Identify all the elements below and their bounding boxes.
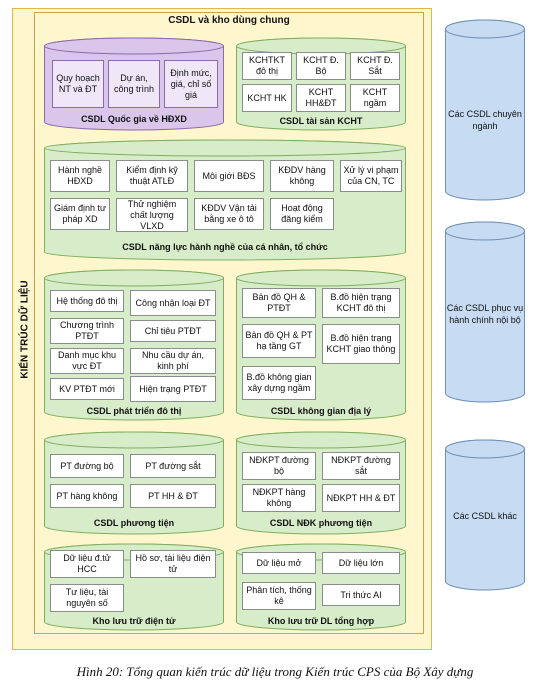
item-bd-qh-pt-gt: Bản đồ QH & PT hạ tầng GT	[242, 324, 316, 358]
item-pt-duong-bo: PT đường bộ	[50, 454, 124, 478]
outer-label-text: KIẾN TRÚC DỮ LIỆU	[19, 279, 31, 379]
side-label-hanh-chinh: Các CSDL phục vụ hành chính nội bộ	[446, 303, 524, 325]
item-kddv-vt: KĐDV Vận tải bằng xe ô tô	[194, 198, 264, 230]
item-ho-so: Hồ sơ, tài liệu điện tử	[130, 550, 216, 578]
item-bd-ht-kcht-dt: B.đồ hiện trạng KCHT đô thị	[322, 288, 400, 318]
item-chi-tieu: Chỉ tiêu PTĐT	[130, 320, 216, 342]
item-kcht-hhdt: KCHT HH&ĐT	[296, 84, 346, 112]
item-pt-duong-sat: PT đường sắt	[130, 454, 216, 478]
item-hien-trang: Hiện trạng PTĐT	[130, 376, 216, 402]
item-bd-ht-kcht-gt: B.đồ hiện trạng KCHT giao thông	[322, 324, 400, 364]
item-kcht-hk: KCHT HK	[242, 84, 292, 112]
figure-caption: Hình 20: Tổng quan kiến trúc dữ liệu tro…	[76, 664, 474, 679]
item-ndkpt-sat: NĐKPT đường sắt	[322, 452, 400, 480]
cylinder-shape	[445, 439, 525, 591]
item-kiem-dinh: Kiểm định kỹ thuật ATLĐ	[116, 160, 188, 192]
side-cylinder-hanh-chinh: Các CSDL phục vụ hành chính nội bộ	[445, 221, 525, 403]
cylinder-shape	[445, 221, 525, 403]
item-ndkpt-bo: NĐKPT đường bộ	[242, 452, 316, 480]
cylinder-top	[445, 221, 525, 241]
cylinder-kgdl: Bản đồ QH & PTĐT B.đồ hiện trạng KCHT đô…	[236, 269, 406, 421]
cylinder-kldt-title: Kho lưu trữ điện tử	[92, 616, 176, 626]
shared-db-container: CSDL và kho dùng chung	[34, 12, 424, 634]
item-chuong-trinh: Chương trình PTĐT	[50, 318, 124, 344]
cylinder-ptdt: Hệ thống đô thị Công nhận loại ĐT Chương…	[44, 269, 224, 421]
item-dl-mo: Dữ liệu mở	[242, 552, 316, 574]
cylinder-top	[44, 269, 224, 287]
item-giam-dinh: Giám định tư pháp XD	[50, 198, 110, 230]
cylinder-hdxd: Quy hoạch NT và ĐT Dự án, công trình Địn…	[44, 37, 224, 131]
item-kcht-bo: KCHT Đ. Bộ	[296, 52, 346, 80]
item-he-thong: Hệ thống đô thị	[50, 290, 124, 312]
side-label-khac: Các CSDL khác	[453, 511, 517, 521]
cylinder-shape	[445, 19, 525, 201]
cylinder-hdxd-title: CSDL Quốc gia về HĐXD	[81, 114, 187, 124]
cylinder-ndk: NĐKPT đường bộ NĐKPT đường sắt NĐKPT hàn…	[236, 431, 406, 535]
cylinder-top	[44, 37, 224, 55]
cylinder-ptien-title: CSDL phương tiện	[93, 518, 175, 528]
item-dl-hcc: Dữ liệu đ.tử HCC	[50, 550, 124, 578]
item-nhu-cau: Nhu cầu dự án, kinh phí	[130, 348, 216, 374]
item-ndkpt-hh: NĐKPT HH & ĐT	[322, 484, 400, 512]
cylinder-kgdl-title: CSDL không gian địa lý	[270, 406, 372, 416]
item-thu-nghiem: Thử nghiệm chất lượng VLXD	[116, 198, 188, 232]
item-dang-kiem: Hoạt động đăng kiểm	[270, 198, 334, 230]
item-ndkpt-hk: NĐKPT hàng không	[242, 484, 316, 512]
cylinder-top	[445, 439, 525, 459]
item-hanh-nghe: Hành nghề HĐXD	[50, 160, 110, 192]
item-pt-hh-dt: PT HH & ĐT	[130, 484, 216, 508]
item-bd-kg-ngam: B.đồ không gian xây dựng ngầm	[242, 366, 316, 400]
cylinder-kth-title: Kho lưu trữ DL tổng hợp	[267, 616, 375, 626]
cylinder-ptdt-title: CSDL phát triển đô thị	[86, 406, 182, 416]
cylinder-top	[445, 19, 525, 39]
cylinder-ndk-title: CSDL NĐK phương tiện	[269, 518, 373, 528]
shared-db-title: CSDL và kho dùng chung	[168, 15, 290, 26]
item-danh-muc: Danh mục khu vực ĐT	[50, 348, 124, 374]
cylinder-kldt: Dữ liệu đ.tử HCC Hồ sơ, tài liệu điện tử…	[44, 543, 224, 631]
cylinder-kcht-title: CSDL tài sản KCHT	[279, 116, 363, 126]
item-dl-lon: Dữ liệu lớn	[322, 552, 400, 574]
item-phan-tich: Phân tích, thống kê	[242, 582, 316, 610]
item-kchtkt: KCHTKT đô thị	[242, 52, 292, 80]
item-xu-ly: Xử lý vi phạm của CN, TC	[340, 160, 402, 192]
item-pt-hang-khong: PT hàng không	[50, 484, 124, 508]
cylinder-nlhn: Hành nghề HĐXD Kiểm định kỹ thuật ATLĐ M…	[44, 139, 406, 261]
item-moi-gioi: Môi giới BĐS	[194, 160, 264, 192]
cylinder-top	[44, 139, 406, 157]
cylinder-nlhn-title: CSDL năng lực hành nghề của cá nhân, tổ …	[122, 242, 328, 252]
cylinder-top	[236, 269, 406, 287]
item-kddv-hk: KĐDV hàng không	[270, 160, 334, 192]
cylinder-top	[44, 431, 224, 449]
item-tu-lieu: Tư liệu, tài nguyên số	[50, 584, 124, 612]
item-quy-hoach: Quy hoạch NT và ĐT	[52, 60, 104, 108]
item-du-an: Dự án, công trình	[108, 60, 160, 108]
cylinder-ptien: PT đường bộ PT đường sắt PT hàng không P…	[44, 431, 224, 535]
side-cylinder-khac: Các CSDL khác	[445, 439, 525, 591]
item-kcht-sat: KCHT Đ. Sắt	[350, 52, 400, 80]
item-dinh-muc: Định mức, giá, chỉ số giá	[164, 60, 218, 108]
item-cong-nhan: Công nhận loại ĐT	[130, 290, 216, 316]
side-label-chuyen-nganh: Các CSDL chuyên ngành	[448, 109, 522, 131]
item-kcht-ngam: KCHT ngầm	[350, 84, 400, 112]
cylinder-kcht: KCHTKT đô thị KCHT Đ. Bộ KCHT Đ. Sắt KCH…	[236, 37, 406, 131]
side-cylinder-chuyen-nganh: Các CSDL chuyên ngành	[445, 19, 525, 201]
item-kv-ptdt: KV PTĐT mới	[50, 378, 124, 400]
cylinder-kth: Dữ liệu mở Dữ liệu lớn Phân tích, thống …	[236, 543, 406, 631]
item-tri-thuc: Tri thức AI	[322, 584, 400, 606]
item-bd-qh-ptdt: Bản đồ QH & PTĐT	[242, 288, 316, 318]
cylinder-top	[236, 431, 406, 449]
